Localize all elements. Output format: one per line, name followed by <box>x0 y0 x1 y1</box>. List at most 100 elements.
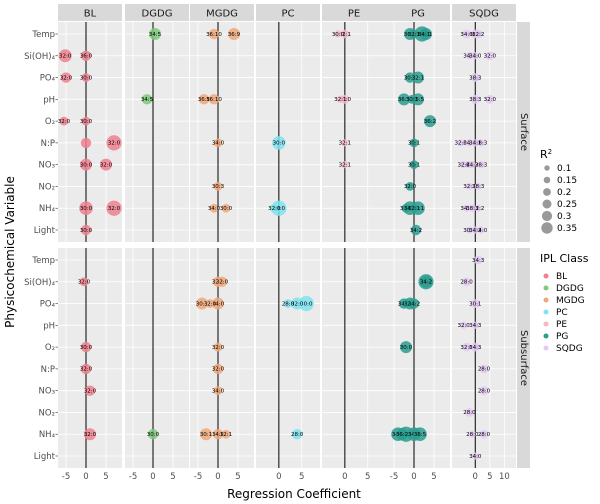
point-bl-si-oh <box>80 50 92 61</box>
strip-sqdg <box>452 4 516 21</box>
class-legend-key-dgdg <box>543 285 549 291</box>
panels-layer: BL DGDG MGDG PC PE PG SQDG Surface Temp Si(OH)₄ PO… <box>24 4 530 482</box>
row-label-surface: Surface <box>518 113 529 151</box>
strip-label-mgdg: MGDG <box>206 9 238 20</box>
point-sqdg-light <box>477 226 485 234</box>
x-tick-label: -5 <box>129 472 137 482</box>
x-tick-label: 5 <box>299 472 304 482</box>
point-label: 30:1 <box>408 162 420 168</box>
point-bl-o <box>81 116 91 126</box>
point-label: 34:3 <box>469 345 482 351</box>
point-label: 34:0 <box>460 32 473 38</box>
point-label: 32:0 <box>484 97 497 103</box>
point-pc-po <box>291 297 304 310</box>
point-bl-o <box>80 341 92 353</box>
point-label: 32:0 <box>108 141 121 147</box>
size-legend-label: 0.15 <box>557 176 577 186</box>
point-pc-po <box>298 295 314 312</box>
point-label: 30:0 <box>147 432 160 438</box>
x-tick-label: 5 <box>431 472 436 482</box>
point-bl-no <box>84 385 96 396</box>
point-label: 34:0 <box>469 454 482 460</box>
point-mgdg-n-p <box>212 363 224 375</box>
x-tick-label: 10 <box>499 472 510 482</box>
point-sqdg-light <box>471 452 479 460</box>
y-tick-label: N:P <box>41 139 55 149</box>
point-label: 32:0 <box>484 54 497 60</box>
point-label: 32:1 <box>220 432 232 438</box>
point-bl-po <box>81 73 91 82</box>
x-tick-label: 0 <box>411 472 416 482</box>
class-legend-label-pg: PG <box>556 332 568 342</box>
size-legend-label: 0.1 <box>557 164 571 174</box>
point-label: 30:0 <box>80 228 93 234</box>
point-label: 38:3 <box>469 97 482 103</box>
strip-label-sqdg: SQDG <box>469 9 499 20</box>
point-label: 30:1 <box>408 141 420 147</box>
point-sqdg-light <box>465 226 474 234</box>
class-legend-key-pg <box>543 333 549 339</box>
point-dgdg-nh <box>147 429 159 440</box>
point-label: 36:10 <box>206 97 222 103</box>
point-sqdg-si-oh <box>471 52 479 60</box>
point-pe-ph <box>336 95 344 103</box>
point-label: 30:0 <box>220 206 233 212</box>
point-sqdg-no <box>479 386 489 396</box>
point-label: 34:2 <box>420 280 432 286</box>
point-label: 32:0 <box>404 184 417 190</box>
x-tick-label: -5 <box>390 472 398 482</box>
point-bl-o <box>59 116 69 126</box>
point-label: 30:0 <box>332 32 345 38</box>
x-tick-label: -5 <box>194 472 202 482</box>
y-tick-label: PO₄ <box>40 74 56 84</box>
y-tick-label: PO₄ <box>40 300 56 310</box>
point-bl-no <box>80 158 92 171</box>
y-tick-label: Light <box>34 226 56 236</box>
point-label: 34:0 <box>212 432 225 438</box>
point-pg-no <box>409 160 419 170</box>
point-label: 34:0 <box>475 228 488 234</box>
point-label: 36:9 <box>198 97 211 103</box>
point-label: 30:0 <box>80 119 93 125</box>
point-label: 30:1 <box>196 301 208 307</box>
point-label: 30:1 <box>200 432 212 438</box>
row-label-subsurface: Subsurface <box>518 330 529 386</box>
point-label: 32:0 <box>100 162 113 168</box>
row-strip-surface <box>517 22 530 242</box>
point-sqdg-po <box>470 73 480 82</box>
x-tick-label: 0 <box>342 472 347 482</box>
point-label: 32:0 <box>108 206 121 212</box>
point-label: 28:0 <box>463 410 476 416</box>
point-sqdg-light <box>471 226 479 234</box>
point-sqdg-n-p <box>465 139 474 147</box>
point-label: 32:1 <box>412 75 424 81</box>
point-label: 36:5 <box>414 432 427 438</box>
point-label: 30:0 <box>80 162 93 168</box>
row-strip-subsurface <box>517 248 530 468</box>
point-label: 30:0 <box>339 97 352 103</box>
point-label: 32:0 <box>58 119 71 125</box>
point-sqdg-po <box>470 299 480 308</box>
point-sqdg-n-p <box>477 139 485 147</box>
point-label: 30:0 <box>80 345 93 351</box>
size-legend-label: 0.3 <box>557 212 571 222</box>
point-sqdg-nh <box>474 204 482 212</box>
point-label: 32:2 <box>472 32 484 38</box>
x-tick-label: 0 <box>215 472 220 482</box>
point-sqdg-n-p <box>457 139 465 147</box>
y-tick-label: Light <box>34 452 56 462</box>
panel-surface-mgdg <box>190 22 254 242</box>
strip-label-pc: PC <box>281 9 294 20</box>
point-sqdg-o <box>462 342 471 352</box>
point-label: 32:0 <box>60 75 73 81</box>
point-label: 32:0 <box>460 345 473 351</box>
point-pg-temp <box>409 29 419 39</box>
x-tick-label: 0 <box>276 472 281 482</box>
x-tick-label: 0 <box>473 472 478 482</box>
point-mgdg-ph <box>198 94 210 105</box>
point-label: 28:0 <box>478 388 491 394</box>
point-label: 28:0 <box>291 432 304 438</box>
point-label: 34:1 <box>398 301 410 307</box>
size-legend-key <box>542 199 552 209</box>
